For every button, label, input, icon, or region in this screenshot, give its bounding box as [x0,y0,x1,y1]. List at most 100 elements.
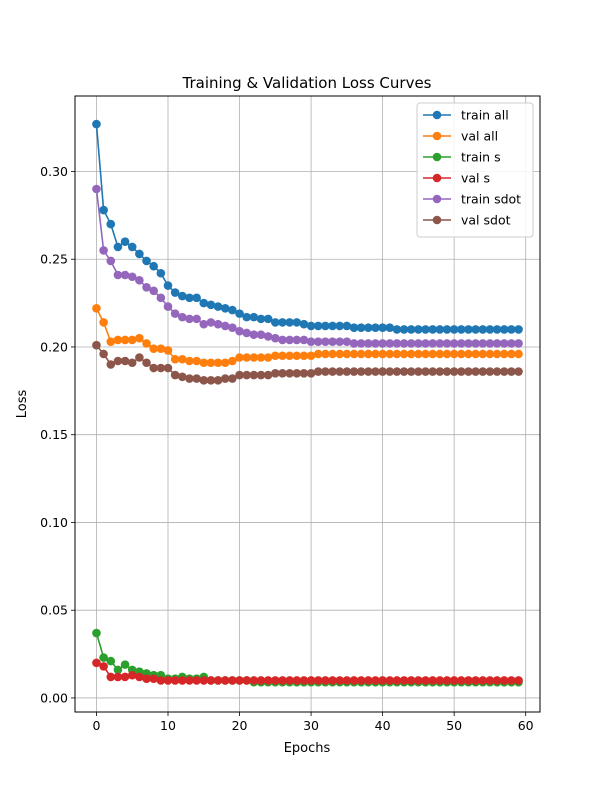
series-val-sdot [92,340,523,385]
data-point-val-s [414,676,423,685]
data-point-val-all [213,358,223,368]
data-point-train-all [113,242,123,252]
data-point-val-s [428,676,437,685]
data-point-train-sdot [256,330,266,339]
legend-swatch-marker [432,152,442,162]
data-point-val-all [378,349,387,359]
data-point-train-sdot [442,339,452,348]
data-point-val-all [406,349,416,359]
data-point-train-all [442,325,452,334]
data-point-val-sdot [457,367,466,376]
series-train-all [92,119,523,334]
data-point-val-s [356,676,366,685]
data-point-val-s [507,676,516,685]
data-point-train-sdot [185,314,194,324]
data-point-val-all [349,349,359,359]
data-point-val-all [464,349,473,359]
data-point-train-all [457,325,466,334]
y-tick-label: 0.20 [40,339,68,354]
data-point-val-s [421,676,430,685]
data-point-val-sdot [99,349,108,359]
data-point-train-s [120,660,130,669]
data-point-val-all [228,356,237,366]
data-point-train-sdot [313,337,323,347]
data-point-train-all [235,309,244,318]
data-point-val-all [142,339,151,348]
data-point-train-s [106,656,116,666]
legend-label: train s [461,150,501,165]
data-point-val-all [135,333,144,343]
data-point-train-all [492,325,502,334]
data-point-val-sdot [206,376,216,385]
data-point-val-all [449,349,459,359]
data-point-val-sdot [349,367,359,376]
data-point-val-sdot [213,376,223,385]
data-point-train-all [106,219,116,229]
data-point-val-s [449,676,459,685]
data-point-val-all [507,349,516,359]
data-point-train-all [464,325,473,334]
data-point-val-s [242,676,251,685]
data-point-val-sdot [328,367,337,376]
data-point-train-sdot [356,339,366,348]
data-point-train-s [92,628,101,638]
data-point-val-s [392,676,402,685]
data-point-train-sdot [206,318,216,327]
data-point-train-all [514,325,523,334]
data-point-val-sdot [113,356,123,366]
data-point-val-sdot [313,367,323,376]
data-point-val-sdot [321,367,330,376]
data-point-train-all [306,321,316,331]
series-val-s [92,658,523,685]
data-point-train-all [213,302,223,311]
data-point-val-sdot [428,367,437,376]
legend-item-val-sdot: val sdot [423,213,511,228]
data-point-train-all [406,325,416,334]
x-tick-label: 20 [232,718,248,733]
data-point-train-all [192,293,201,303]
data-point-val-sdot [385,367,395,376]
data-point-train-sdot [385,339,395,348]
data-point-train-sdot [421,339,430,348]
data-point-val-s [170,676,180,685]
data-point-val-s [342,676,352,685]
data-point-val-sdot [378,367,387,376]
data-point-train-sdot [263,332,273,341]
legend-label: val all [461,129,498,144]
data-point-val-all [321,349,330,359]
legend-swatch-marker [432,194,442,204]
data-point-train-all [378,323,387,332]
data-point-train-sdot [371,339,380,348]
data-point-train-all [449,325,459,334]
data-point-train-all [335,321,344,331]
data-point-train-sdot [92,184,101,194]
data-point-train-sdot [192,314,201,324]
data-point-train-sdot [285,335,294,345]
data-point-train-sdot [349,339,359,348]
data-point-val-all [185,356,194,366]
legend-swatch-marker [432,131,442,141]
y-tick-label: 0.10 [40,515,68,530]
data-point-train-all [228,305,237,315]
data-point-val-s [235,676,244,685]
x-tick-label: 10 [160,718,176,733]
data-point-train-all [142,256,151,266]
data-point-val-s [99,662,108,671]
data-point-train-sdot [99,246,108,255]
data-point-val-s [206,676,216,685]
data-point-val-sdot [235,370,244,380]
data-point-train-all [220,304,230,313]
data-point-train-all [313,321,323,331]
data-point-train-sdot [335,337,344,347]
data-point-train-sdot [464,339,473,348]
data-point-train-all [299,319,309,329]
data-point-train-all [206,300,216,310]
data-point-val-sdot [185,374,194,383]
data-point-val-sdot [435,367,445,376]
x-tick-label: 0 [92,718,100,733]
data-point-train-sdot [492,339,502,348]
data-point-val-s [292,676,302,685]
data-point-val-s [163,676,173,685]
data-point-train-sdot [499,339,509,348]
data-point-train-all [99,205,108,215]
